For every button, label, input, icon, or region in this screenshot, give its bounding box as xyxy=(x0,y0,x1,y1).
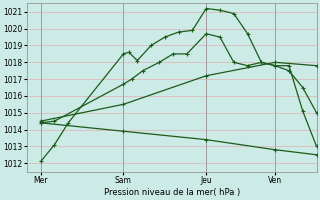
X-axis label: Pression niveau de la mer( hPa ): Pression niveau de la mer( hPa ) xyxy=(104,188,240,197)
